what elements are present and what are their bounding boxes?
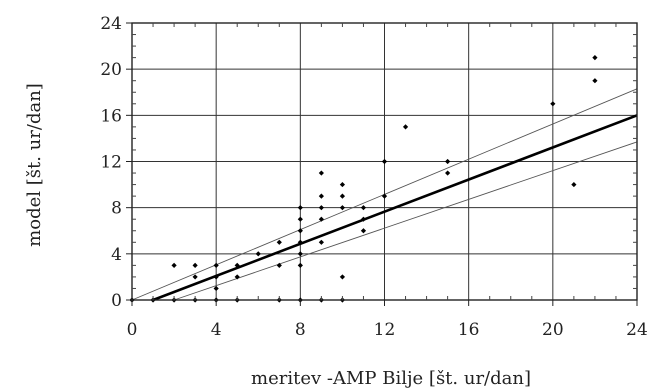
data-point (339, 205, 346, 211)
data-point (234, 274, 240, 280)
y-tick-label: 16 (100, 106, 122, 126)
data-point (592, 55, 598, 61)
x-tick-label: 0 (127, 320, 138, 340)
x-tick-label: 4 (211, 320, 222, 340)
data-point (255, 251, 261, 257)
data-point (171, 262, 177, 268)
y-tick-label: 20 (100, 60, 122, 80)
data-point (339, 181, 346, 188)
data-point (381, 158, 388, 165)
data-point (318, 170, 324, 176)
y-axis-label: model [št. ur/dan] (24, 83, 45, 247)
data-point (402, 124, 409, 130)
data-point (360, 205, 367, 211)
data-point (445, 158, 451, 165)
regression-fit-line (152, 114, 638, 302)
x-axis-ticks: 0 4 8 12 16 20 24 (127, 23, 648, 340)
x-tick-label: 20 (542, 320, 564, 340)
data-point (592, 78, 598, 84)
data-point (339, 274, 346, 280)
grid-lines (132, 23, 637, 300)
data-point (297, 228, 303, 234)
y-tick-label: 12 (100, 153, 122, 173)
data-point (276, 262, 282, 268)
confidence-lower-line (173, 141, 638, 301)
x-tick-label: 8 (295, 320, 306, 340)
data-point (318, 193, 324, 199)
x-tick-label: 12 (374, 320, 396, 340)
data-point (213, 285, 219, 292)
data-point (213, 262, 219, 268)
y-axis-ticks: 0 4 8 12 16 20 24 (100, 14, 637, 311)
data-point (276, 239, 282, 245)
data-point (297, 239, 303, 245)
data-point (318, 239, 324, 245)
data-point (381, 193, 388, 199)
x-tick-label: 24 (626, 320, 648, 340)
y-tick-label: 4 (111, 245, 122, 265)
regression-line (152, 114, 638, 302)
data-point (213, 274, 219, 280)
data-point (297, 216, 303, 222)
data-point (339, 193, 346, 199)
data-point (297, 205, 303, 211)
y-tick-label: 0 (111, 291, 122, 311)
data-points (129, 55, 598, 303)
x-tick-label: 16 (458, 320, 480, 340)
data-point (234, 262, 240, 268)
data-point (445, 170, 451, 176)
data-point (192, 262, 198, 268)
x-axis-label: meritev -AMP Bilje [št. ur/dan] (251, 368, 531, 389)
y-tick-label: 8 (111, 199, 122, 219)
data-point (297, 251, 303, 257)
data-point (360, 216, 367, 222)
data-point (318, 216, 324, 222)
data-point (297, 262, 303, 268)
y-tick-label: 24 (100, 14, 122, 34)
data-point (192, 274, 198, 280)
data-point (360, 228, 367, 234)
data-point (550, 101, 556, 107)
data-point (571, 181, 577, 188)
data-point (318, 205, 324, 211)
